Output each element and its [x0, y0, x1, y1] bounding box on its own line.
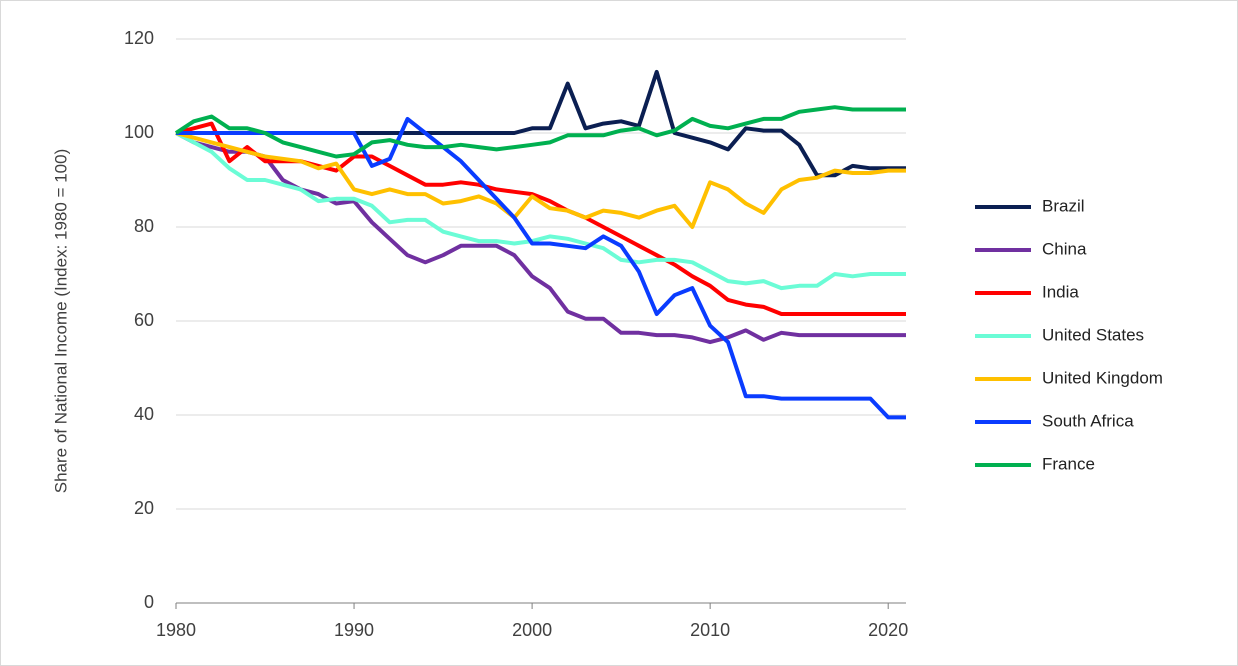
y-tick-label: 120: [124, 28, 154, 48]
legend-label: United States: [1042, 325, 1144, 344]
legend-label: France: [1042, 454, 1095, 473]
series-line: [176, 116, 906, 420]
legend-label: South Africa: [1042, 411, 1134, 430]
y-tick-label: 60: [134, 310, 154, 330]
y-tick-label: 80: [134, 216, 154, 236]
legend-label: China: [1042, 239, 1087, 258]
y-tick-label: 0: [144, 592, 154, 612]
y-axis-label: Share of National Income (Index: 1980 = …: [51, 149, 70, 493]
series-line: [175, 131, 906, 229]
y-tick-label: 20: [134, 498, 154, 518]
y-tick-label: 100: [124, 122, 154, 142]
y-tick-label: 40: [134, 404, 154, 424]
x-tick-label: 2000: [512, 620, 552, 640]
legend-label: India: [1042, 282, 1079, 301]
x-tick-label: 1990: [334, 620, 374, 640]
x-tick-label: 2010: [690, 620, 730, 640]
legend-label: Brazil: [1042, 196, 1085, 215]
legend-label: United Kingdom: [1042, 368, 1163, 387]
series-line: [174, 105, 906, 159]
x-tick-label: 1980: [156, 620, 196, 640]
series-line: [175, 131, 906, 291]
x-tick-label: 2020: [868, 620, 908, 640]
